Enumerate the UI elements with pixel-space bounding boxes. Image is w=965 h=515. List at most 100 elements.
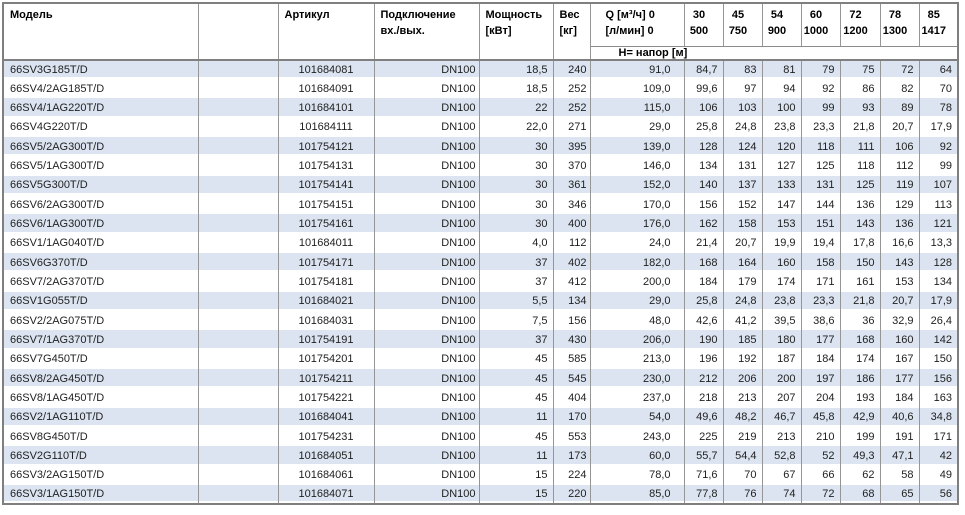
head-cell: 46,7: [762, 407, 802, 428]
head-cell: 131: [723, 156, 763, 176]
connection-cell: DN100: [374, 465, 480, 486]
head-cell: 45,8: [801, 407, 841, 428]
article-cell: 101684111: [278, 117, 375, 137]
article-cell: 101754221: [278, 388, 375, 408]
flow-m3h: 85: [927, 9, 940, 21]
head-cell: 97: [723, 78, 763, 99]
empty-cell: [198, 369, 279, 389]
head-cell: 136: [880, 214, 920, 234]
head-cell: 120: [762, 136, 802, 157]
empty-cell: [198, 175, 279, 195]
head-cell: 137: [723, 175, 763, 195]
head-cell: 177: [880, 369, 920, 389]
head-cell: 160: [880, 330, 920, 350]
head-cell: 89: [880, 98, 920, 118]
head-cell: 174: [762, 272, 802, 292]
flow-m3h: 72: [849, 9, 862, 21]
table-header: Модель Артикул Подключение вх./вых. Мощн…: [3, 3, 959, 61]
head-cell: 184: [801, 349, 841, 369]
col-header-empty: [198, 3, 279, 61]
head-cell: 219: [723, 427, 763, 447]
head-cell: 99,6: [684, 78, 724, 99]
head-cell: 58: [880, 465, 920, 486]
empty-cell: [198, 117, 279, 137]
table-row: 66SV4G220T/D 101684111 DN100 22,0 271 29,0 25,…: [3, 117, 959, 137]
head-cell: 177: [801, 330, 841, 350]
head-cell: 99: [801, 98, 841, 118]
power-cell: 30: [479, 175, 554, 195]
head-cell: 42,6: [684, 310, 724, 331]
head-cell: 55,7: [684, 446, 724, 466]
weight-cell: 271: [553, 117, 591, 137]
head-at-q0-cell: 60,0: [590, 446, 685, 466]
connection-label-line2: вх./вых.: [380, 25, 425, 37]
power-cell: 45: [479, 369, 554, 389]
head-cell: 192: [723, 349, 763, 369]
head-cell: 64: [919, 59, 959, 79]
head-cell: 153: [762, 214, 802, 234]
head-at-q0-cell: 237,0: [590, 388, 685, 408]
connection-cell: DN100: [374, 214, 480, 234]
table-row: 66SV4/1AG220T/D 101684101 DN100 22 252 115,0 1…: [3, 98, 959, 118]
head-cell: 163: [919, 388, 959, 408]
model-cell: 66SV5G300T/D: [3, 175, 199, 195]
power-cell: 11: [479, 407, 554, 428]
article-cell: 101684041: [278, 407, 375, 428]
head-cell: 99: [919, 156, 959, 176]
flow-lmin: 1000: [803, 25, 829, 37]
empty-cell: [198, 407, 279, 428]
model-cell: 66SV3/2AG150T/D: [3, 465, 199, 486]
flow-lmin: 1200: [843, 25, 868, 37]
article-cell: 101754191: [278, 330, 375, 350]
head-cell: 94: [762, 78, 802, 99]
connection-cell: DN100: [374, 117, 480, 137]
table-row: 66SV7G450T/D 101754201 DN100 45 585 213,0 196 1…: [3, 349, 959, 369]
head-cell: 144: [801, 194, 841, 215]
model-cell: 66SV6/2AG300T/D: [3, 194, 199, 215]
table-row: 66SV7/1AG370T/D 101754191 DN100 37 430 206,0 1…: [3, 330, 959, 350]
head-cell: 20,7: [723, 233, 763, 253]
article-cell: 101684011: [278, 233, 375, 253]
col-header-power: Мощность [кВт]: [479, 3, 554, 61]
head-cell: 17,8: [840, 233, 881, 253]
connection-cell: DN100: [374, 233, 480, 253]
head-cell: 185: [723, 330, 763, 350]
model-cell: 66SV1G055T/D: [3, 291, 199, 311]
head-at-q0-cell: 213,0: [590, 349, 685, 369]
head-cell: 25,8: [684, 117, 724, 137]
head-cell: 26,4: [919, 310, 959, 331]
head-cell: 186: [840, 369, 881, 389]
power-cell: 30: [479, 156, 554, 176]
head-cell: 34,8: [919, 407, 959, 428]
head-cell: 17,9: [919, 117, 959, 137]
head-at-q0-cell: 243,0: [590, 427, 685, 447]
head-at-q0-cell: 152,0: [590, 175, 685, 195]
q-label-line2: [л/мин] 0: [605, 25, 654, 37]
head-cell: 72: [801, 485, 841, 505]
head-cell: 200: [762, 369, 802, 389]
col-header-flow-45: 45 750: [723, 3, 763, 47]
connection-cell: DN100: [374, 136, 480, 157]
head-cell: 49: [919, 465, 959, 486]
table-row: 66SV6G370T/D 101754171 DN100 37 402 182,0 168 1…: [3, 252, 959, 273]
model-cell: 66SV4/1AG220T/D: [3, 98, 199, 118]
head-cell: 158: [723, 214, 763, 234]
head-cell: 133: [762, 175, 802, 195]
head-cell: 92: [919, 136, 959, 157]
head-cell: 225: [684, 427, 724, 447]
head-cell: 17,9: [919, 291, 959, 311]
head-cell: 84,7: [684, 59, 724, 79]
head-cell: 190: [684, 330, 724, 350]
power-cell: 4,0: [479, 233, 554, 253]
head-cell: 171: [919, 427, 959, 447]
head-cell: 128: [919, 252, 959, 273]
col-header-flow-60: 60 1000: [801, 3, 841, 47]
model-cell: 66SV5/2AG300T/D: [3, 136, 199, 157]
weight-cell: 430: [553, 330, 591, 350]
table-row: 66SV5/2AG300T/D 101754121 DN100 30 395 139,0 1…: [3, 136, 959, 157]
model-cell: 66SV8G450T/D: [3, 427, 199, 447]
head-cell: 196: [684, 349, 724, 369]
weight-cell: 156: [553, 310, 591, 331]
power-cell: 30: [479, 194, 554, 215]
power-label-line2: [кВт]: [485, 25, 512, 37]
